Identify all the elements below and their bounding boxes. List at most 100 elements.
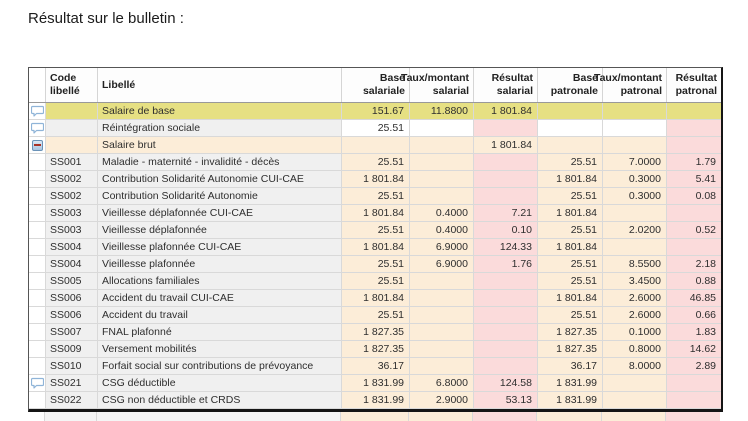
cell-taux_sal [410,120,474,137]
cell-taux_sal [410,290,474,307]
collapse-section-button[interactable] [31,139,43,151]
cell-res_sal [474,307,538,324]
cell-res_sal: 0.10 [474,222,538,239]
partial-cell [602,412,666,421]
table-row[interactable]: Salaire brut 1 801.84 [29,137,721,154]
comment-icon[interactable] [30,377,44,389]
table-row[interactable]: SS006 Accident du travail 25.51 25.51 2.6000… [29,307,721,324]
cell-res_sal [474,324,538,341]
cell-base_pat: 1 801.84 [538,171,603,188]
cell-taux_sal: 6.8000 [410,375,474,392]
cell-base_sal: 25.51 [342,120,410,137]
cell-res_sal [474,188,538,205]
cell-base_sal [342,137,410,154]
cell-taux_sal [410,137,474,154]
cell-code: SS007 [46,324,98,341]
row-icon-cell [29,392,46,409]
table-row[interactable]: SS022 CSG non déductible et CRDS 1 831.99 2… [29,392,721,409]
comment-icon[interactable] [30,122,44,134]
row-icon-cell [29,273,46,290]
cell-base_sal: 25.51 [342,154,410,171]
cell-taux_pat: 0.1000 [603,324,667,341]
cell-code: SS022 [46,392,98,409]
comment-bubble-glyph [30,122,44,134]
row-cells: Salaire brut 1 801.84 [46,137,721,154]
cell-base_pat: 1 801.84 [538,239,603,256]
cell-res_sal: 124.33 [474,239,538,256]
header-cell-taux_sal: Taux/montant salarial [401,68,474,102]
cell-code: SS003 [46,205,98,222]
row-icon-cell [29,239,46,256]
cell-taux_pat [603,205,667,222]
table-row[interactable]: SS002 Contribution Solidarité Autonomie C… [29,171,721,188]
cell-code [46,120,98,137]
cell-base_sal: 1 827.35 [342,324,410,341]
cell-base_pat [538,137,603,154]
table-row[interactable]: SS021 CSG déductible 1 831.99 6.8000 124.58 1… [29,375,721,392]
table-body: Salaire de base 151.67 11.8800 1 801.84 Réin… [29,103,721,409]
cell-base_sal: 1 831.99 [342,375,410,392]
table-row[interactable]: SS003 Vieillesse déplafonnée CUI-CAE 1 801… [29,205,721,222]
cell-base_sal: 25.51 [342,188,410,205]
header-cell-res_pat: Résultat patronal [675,72,717,97]
table-row[interactable]: SS005 Allocations familiales 25.51 25.51 3.4… [29,273,721,290]
table-row[interactable]: SS003 Vieillesse déplafonnée 25.51 0.4000 0.… [29,222,721,239]
cell-taux_sal [410,154,474,171]
table-row[interactable]: SS009 Versement mobilités 1 827.35 1 827.35… [29,341,721,358]
cell-res_sal: 53.13 [474,392,538,409]
cell-taux_pat: 7.0000 [603,154,667,171]
table-row[interactable]: SS010 Forfait social sur contributions de… [29,358,721,375]
partial-cutoff-row [28,412,720,421]
cell-taux_sal: 6.9000 [410,256,474,273]
cell-libelle: Maladie - maternité - invalidité - décès [98,154,342,171]
cell-res_pat [667,137,721,154]
cell-base_pat: 1 827.35 [538,324,603,341]
row-icon-cell [29,307,46,324]
row-cells: SS003 Vieillesse déplafonnée 25.51 0.4000 0.… [46,222,721,239]
table-row[interactable]: SS004 Vieillesse plafonnée CUI-CAE 1 801.8… [29,239,721,256]
table-row[interactable]: SS001 Maladie - maternité - invalidité - … [29,154,721,171]
row-icon-cell [29,103,46,120]
cell-code: SS005 [46,273,98,290]
row-cells: SS004 Vieillesse plafonnée 25.51 6.9000 1.76… [46,256,721,273]
cell-taux_sal: 11.8800 [410,103,474,120]
cell-taux_sal [410,188,474,205]
cell-libelle: Réintégration sociale [98,120,342,137]
partial-cell [409,412,473,421]
cell-libelle: Accident du travail CUI-CAE [98,290,342,307]
cell-res_sal [474,171,538,188]
row-icon-cell [29,290,46,307]
cell-libelle: Vieillesse plafonnée CUI-CAE [98,239,342,256]
table-row[interactable]: Réintégration sociale 25.51 [29,120,721,137]
row-cells: SS001 Maladie - maternité - invalidité - … [46,154,721,171]
row-icon-cell [29,120,46,137]
cell-taux_pat: 2.6000 [603,290,667,307]
cell-base_pat [538,120,603,137]
comment-icon[interactable] [30,105,44,117]
table-row[interactable]: SS002 Contribution Solidarité Autonomie 25… [29,188,721,205]
table-row[interactable]: Salaire de base 151.67 11.8800 1 801.84 [29,103,721,120]
header-cell-res_sal: Résultat salarial [474,68,538,102]
table-row[interactable]: SS006 Accident du travail CUI-CAE 1 801.84… [29,290,721,307]
table-row[interactable]: SS007 FNAL plafonné 1 827.35 1 827.35 0.1000… [29,324,721,341]
cell-taux_sal [410,324,474,341]
cell-taux_sal [410,358,474,375]
cell-res_pat: 0.88 [667,273,721,290]
row-cells: SS002 Contribution Solidarité Autonomie 25… [46,188,721,205]
cell-taux_sal [410,273,474,290]
partial-cell [537,412,602,421]
cell-base_sal: 1 801.84 [342,171,410,188]
cell-taux_sal [410,171,474,188]
cell-taux_sal [410,307,474,324]
cell-libelle: Versement mobilités [98,341,342,358]
cell-taux_pat: 8.0000 [603,358,667,375]
table-row[interactable]: SS004 Vieillesse plafonnée 25.51 6.9000 1.76… [29,256,721,273]
cell-libelle: Salaire de base [98,103,342,120]
cell-base_sal: 25.51 [342,273,410,290]
cell-base_pat: 25.51 [538,256,603,273]
cell-code: SS006 [46,307,98,324]
cell-code: SS004 [46,256,98,273]
cell-res_pat: 46.85 [667,290,721,307]
cell-taux_pat [603,137,667,154]
row-icon-cell [29,171,46,188]
